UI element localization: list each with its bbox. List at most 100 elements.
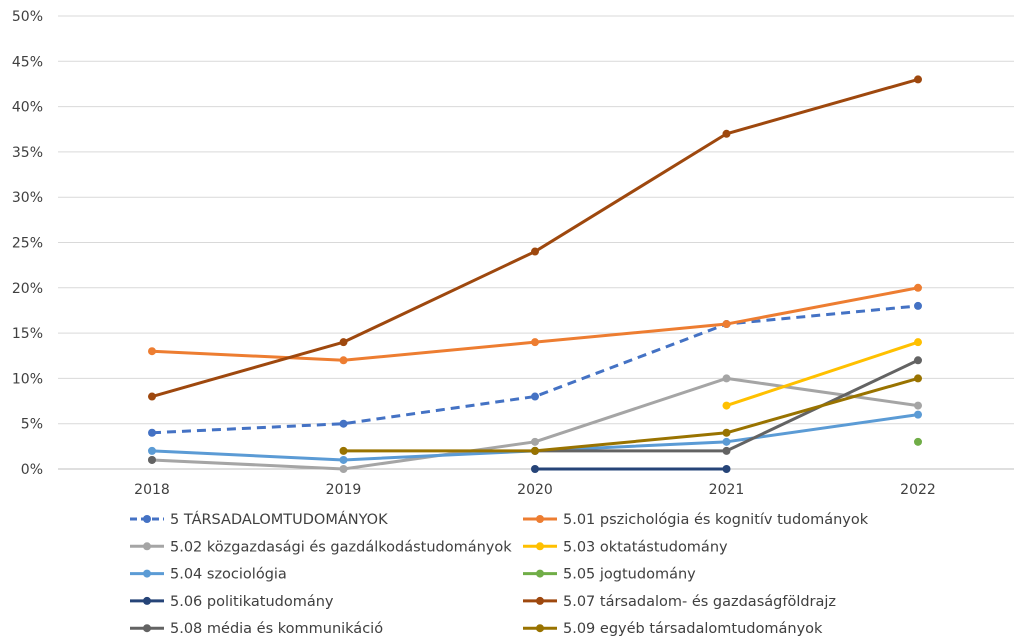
x-axis: 2018 2019 2020 2021 2022: [134, 482, 936, 498]
data-point: [339, 338, 348, 347]
y-tick-label: 45%: [12, 54, 43, 70]
legend-entry: 5.09 egyéb társadalomtudományok: [523, 621, 823, 637]
data-point: [722, 374, 731, 383]
data-point: [339, 356, 348, 365]
y-tick-label: 30%: [12, 190, 43, 206]
data-point: [722, 446, 731, 455]
data-point: [531, 437, 539, 446]
x-tick-label: 2022: [900, 482, 936, 498]
legend-marker: [143, 596, 151, 605]
data-point: [148, 347, 156, 356]
data-point: [722, 437, 731, 446]
legend-marker: [536, 624, 544, 633]
y-tick-label: 10%: [12, 371, 43, 387]
y-tick-label: 50%: [12, 9, 43, 25]
legend-entry: 5.06 politikatudomány: [130, 594, 334, 610]
legend-label: 5.09 egyéb társadalomtudományok: [563, 621, 823, 637]
data-point: [914, 401, 922, 410]
series-2: [148, 283, 922, 365]
data-point: [914, 356, 922, 365]
data-point: [531, 465, 539, 473]
x-tick-label: 2019: [326, 482, 362, 498]
series-line: [150, 77, 920, 399]
data-point: [148, 392, 156, 401]
data-point: [914, 75, 922, 84]
legend-label: 5.07 társadalom- és gazdaságföldrajz: [563, 594, 836, 610]
legend-entry: 5.02 közgazdasági és gazdálkodástudomány…: [130, 539, 512, 555]
data-point: [531, 392, 539, 401]
series-7: [531, 465, 731, 473]
data-point: [148, 428, 156, 437]
x-tick-label: 2018: [134, 482, 170, 498]
y-tick-label: 5%: [21, 417, 43, 433]
legend-label: 5 TÁRSADALOMTUDOMÁNYOK: [170, 511, 388, 528]
series-8: [148, 75, 922, 401]
data-point: [722, 129, 731, 138]
legend-marker: [536, 542, 544, 551]
legend-marker: [143, 624, 151, 633]
legend-marker: [536, 596, 544, 605]
series-3: [148, 374, 922, 473]
y-tick-label: 25%: [12, 236, 43, 252]
data-point: [914, 301, 922, 310]
data-point: [914, 338, 922, 347]
data-point: [148, 455, 156, 464]
legend-label: 5.04 szociológia: [170, 567, 287, 583]
y-axis: 0% 5% 10% 15% 20% 25% 30% 35% 40% 45% 50%: [12, 9, 43, 478]
series-line: [150, 286, 920, 362]
data-point: [339, 465, 348, 473]
plot-area: [148, 75, 922, 473]
legend-label: 5.03 oktatástudomány: [563, 539, 728, 555]
data-point: [339, 419, 348, 428]
legend-label: 5.02 közgazdasági és gazdálkodástudomány…: [170, 539, 512, 555]
legend-label: 5.06 politikatudomány: [170, 594, 334, 610]
y-tick-label: 40%: [12, 100, 43, 116]
legend-entry: 5.01 pszichológia és kognitív tudományok: [523, 512, 869, 528]
legend-entry: 5.05 jogtudomány: [523, 567, 696, 583]
legend: 5 TÁRSADALOMTUDOMÁNYOK 5.01 pszichológia …: [130, 511, 869, 637]
data-point: [914, 410, 922, 419]
legend-marker: [143, 569, 151, 578]
x-tick-label: 2020: [517, 482, 553, 498]
data-point: [531, 247, 539, 256]
series-6: [914, 437, 922, 446]
data-point: [339, 446, 348, 455]
y-tick-label: 35%: [12, 145, 43, 161]
legend-label: 5.08 média és kommunikáció: [170, 621, 383, 637]
legend-label: 5.05 jogtudomány: [563, 567, 696, 583]
legend-entry: 5.07 társadalom- és gazdaságföldrajz: [523, 594, 836, 610]
legend-marker: [536, 515, 544, 523]
series-line: [151, 304, 919, 435]
legend-entry: 5.03 oktatástudomány: [523, 539, 728, 555]
data-point: [148, 446, 156, 455]
series-5: [148, 410, 922, 464]
gridlines: [58, 15, 1014, 470]
legend-entry: 5.08 média és kommunikáció: [130, 621, 383, 637]
data-point: [531, 338, 539, 347]
data-point: [914, 283, 922, 292]
data-point: [722, 320, 731, 329]
series-line: [725, 340, 920, 408]
data-point: [914, 437, 922, 446]
y-tick-label: 0%: [21, 462, 43, 478]
x-tick-label: 2021: [709, 482, 745, 498]
legend-entry: 5.04 szociológia: [130, 567, 287, 583]
data-point: [722, 428, 731, 437]
series-4: [722, 338, 922, 410]
series-line: [342, 376, 920, 453]
data-point: [339, 455, 348, 464]
data-point: [531, 446, 539, 455]
data-point: [914, 374, 922, 383]
legend-marker: [143, 515, 151, 523]
data-point: [722, 401, 731, 410]
y-tick-label: 15%: [12, 326, 43, 342]
legend-marker: [536, 569, 544, 578]
legend-label: 5.01 pszichológia és kognitív tudományok: [563, 512, 869, 528]
data-point: [722, 465, 731, 473]
series-1: [148, 301, 922, 437]
legend-marker: [143, 542, 151, 551]
series-10: [339, 374, 922, 455]
y-tick-label: 20%: [12, 281, 43, 297]
legend-entry: 5 TÁRSADALOMTUDOMÁNYOK: [130, 511, 388, 528]
